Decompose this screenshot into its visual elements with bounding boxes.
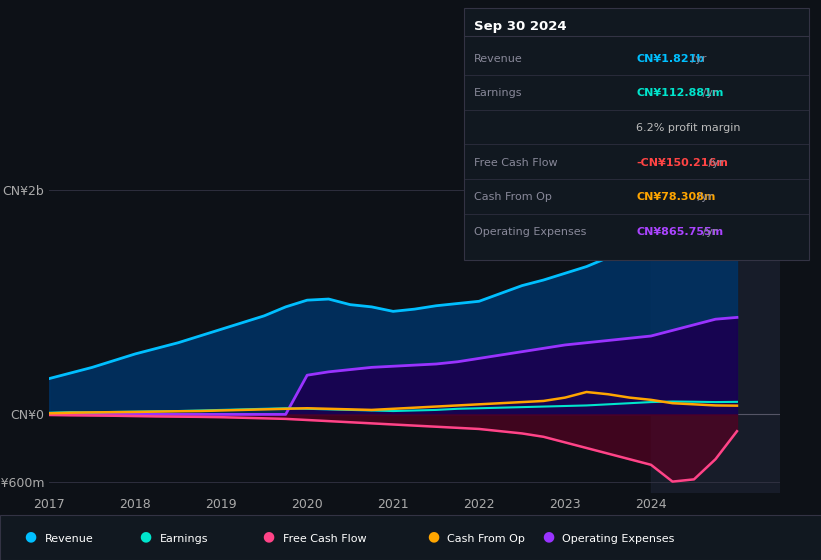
- Text: Earnings: Earnings: [160, 534, 209, 544]
- Text: Sep 30 2024: Sep 30 2024: [474, 20, 566, 32]
- Text: Cash From Op: Cash From Op: [474, 193, 552, 203]
- Text: ●: ●: [427, 529, 439, 543]
- Text: /yr: /yr: [688, 54, 707, 64]
- Text: Revenue: Revenue: [45, 534, 94, 544]
- Text: /yr: /yr: [705, 158, 724, 168]
- Text: -CN¥150.216m: -CN¥150.216m: [636, 158, 728, 168]
- Text: /yr: /yr: [699, 88, 718, 99]
- Text: Earnings: Earnings: [474, 88, 522, 99]
- Text: /yr: /yr: [694, 193, 713, 203]
- Bar: [651, 168, 780, 493]
- Text: CN¥78.308m: CN¥78.308m: [636, 193, 716, 203]
- Text: Cash From Op: Cash From Op: [447, 534, 525, 544]
- Text: CN¥865.755m: CN¥865.755m: [636, 227, 723, 237]
- Text: ●: ●: [542, 529, 554, 543]
- Text: Operating Expenses: Operating Expenses: [562, 534, 675, 544]
- Text: CN¥112.881m: CN¥112.881m: [636, 88, 723, 99]
- Text: ●: ●: [25, 529, 37, 543]
- Text: 6.2% profit margin: 6.2% profit margin: [636, 123, 741, 133]
- Text: Operating Expenses: Operating Expenses: [474, 227, 586, 237]
- Text: Free Cash Flow: Free Cash Flow: [474, 158, 557, 168]
- Text: Free Cash Flow: Free Cash Flow: [283, 534, 367, 544]
- Text: ●: ●: [263, 529, 275, 543]
- Text: CN¥1.821b: CN¥1.821b: [636, 54, 704, 64]
- Text: Revenue: Revenue: [474, 54, 522, 64]
- Text: /yr: /yr: [699, 227, 718, 237]
- Text: ●: ●: [140, 529, 152, 543]
